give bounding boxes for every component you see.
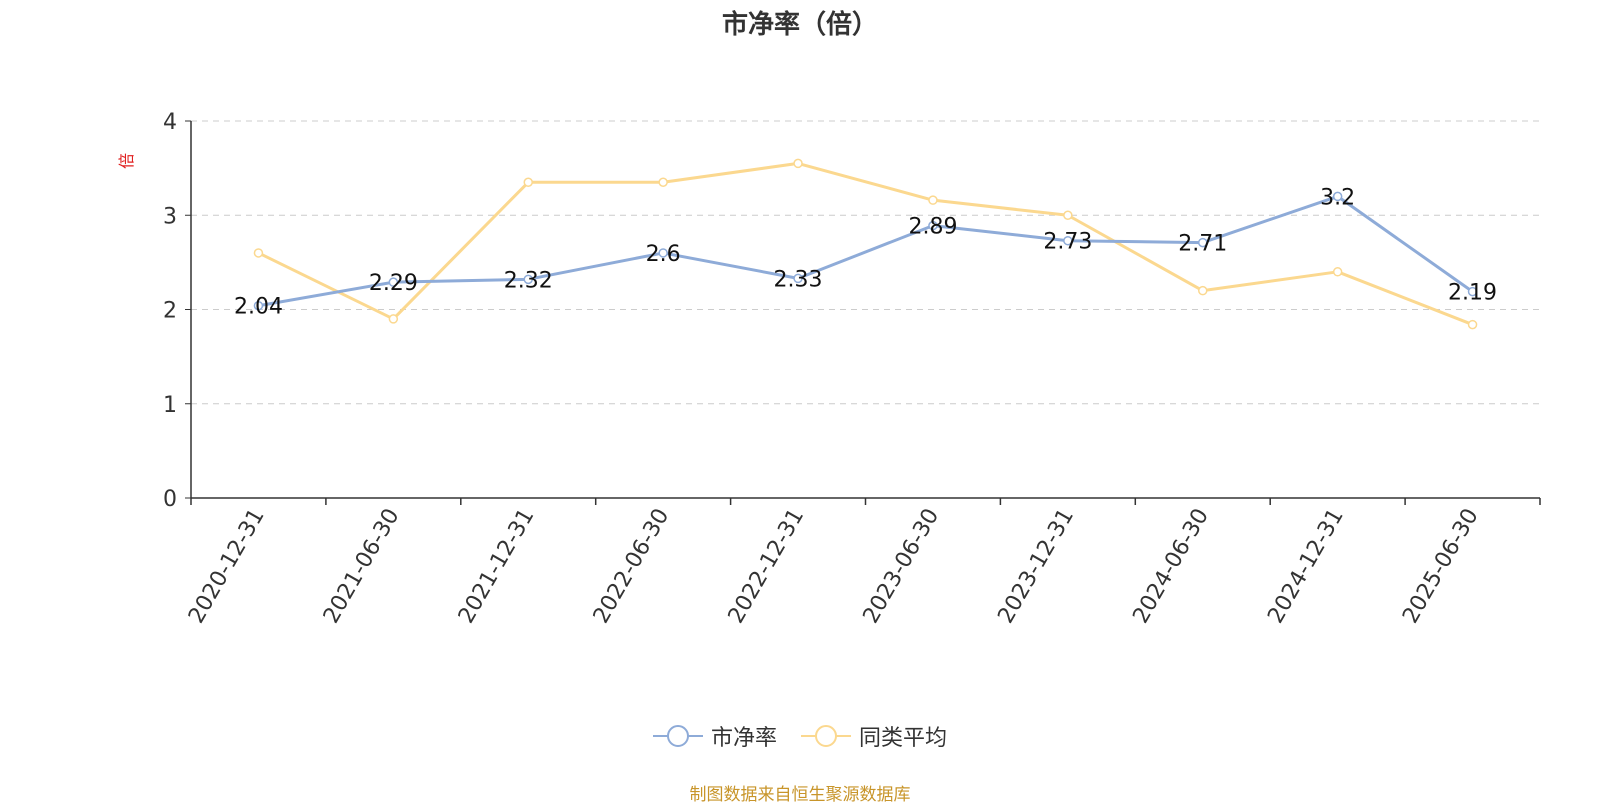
data-label: 2.29 (369, 271, 418, 296)
chart-title: 市净率（倍） (721, 10, 878, 40)
data-point (1063, 210, 1073, 220)
data-label: 3.2 (1320, 185, 1355, 210)
data-label: 2.6 (646, 242, 681, 267)
data-point (793, 273, 803, 284)
data-point (928, 195, 938, 205)
x-tick-label: 2025-06-30 (1398, 505, 1484, 628)
data-point (793, 158, 803, 169)
x-tick-label: 2020-12-31 (184, 505, 270, 628)
data-label: 2.73 (1043, 230, 1092, 255)
x-tick-label: 2022-06-30 (589, 505, 675, 628)
y-tick-label: 0 (163, 487, 177, 512)
legend-label: 同类平均 (859, 726, 948, 751)
data-label: 2.71 (1178, 232, 1227, 257)
data-point (658, 248, 668, 258)
x-tick-label: 2022-12-31 (724, 505, 810, 628)
data-point (1063, 235, 1073, 246)
y-tick-label: 1 (163, 393, 177, 418)
data-point (928, 220, 938, 231)
x-tick-label: 2023-12-31 (993, 505, 1079, 628)
y-tick-label: 3 (163, 204, 177, 229)
data-point (388, 277, 399, 287)
x-tick-label: 2024-06-30 (1128, 505, 1214, 628)
data-label: 2.33 (774, 267, 823, 292)
x-tick-label: 2024-12-31 (1263, 505, 1349, 628)
x-tick-label: 2023-06-30 (859, 505, 945, 628)
data-label: 2.89 (908, 215, 957, 240)
data-label: 2.19 (1448, 281, 1497, 306)
legend-marker-icon (652, 725, 703, 747)
y-tick-label: 2 (163, 299, 177, 324)
data-point (1332, 267, 1343, 277)
source-note: 制图数据来自恒生聚源数据库 (689, 785, 911, 805)
data-point (523, 274, 533, 285)
legend-label: 市净率 (710, 726, 777, 751)
data-point (1198, 237, 1208, 248)
x-tick-label: 2021-06-30 (319, 505, 405, 628)
data-point (253, 300, 264, 311)
grid-layer (191, 120, 1540, 405)
y-tick-label: 4 (163, 110, 177, 135)
data-point (253, 248, 264, 258)
data-point (658, 177, 668, 188)
series-line (257, 161, 1474, 326)
data-point (1332, 191, 1343, 202)
data-label: 2.04 (234, 295, 283, 320)
x-tick-label: 2021-12-31 (454, 505, 540, 628)
data-point (1467, 286, 1478, 297)
legend-item[interactable]: 同类平均 (801, 720, 947, 752)
data-point (1467, 319, 1478, 330)
data-label: 2.32 (504, 268, 553, 293)
series-line (258, 194, 1474, 308)
y-axis-title: 倍 (117, 153, 136, 169)
data-point (523, 177, 533, 188)
legend-marker-icon (801, 725, 851, 747)
data-point (388, 314, 399, 324)
legend: 市净率 同类平均 (0, 720, 1600, 752)
legend-item[interactable]: 市净率 (652, 720, 777, 752)
series-layer (253, 158, 1478, 330)
data-point (1198, 285, 1208, 296)
data-label-layer: 2.04 2.29 2.32 2.6 2.33 2.89 2.73 2.71 3.2 2.19 (234, 185, 1497, 319)
